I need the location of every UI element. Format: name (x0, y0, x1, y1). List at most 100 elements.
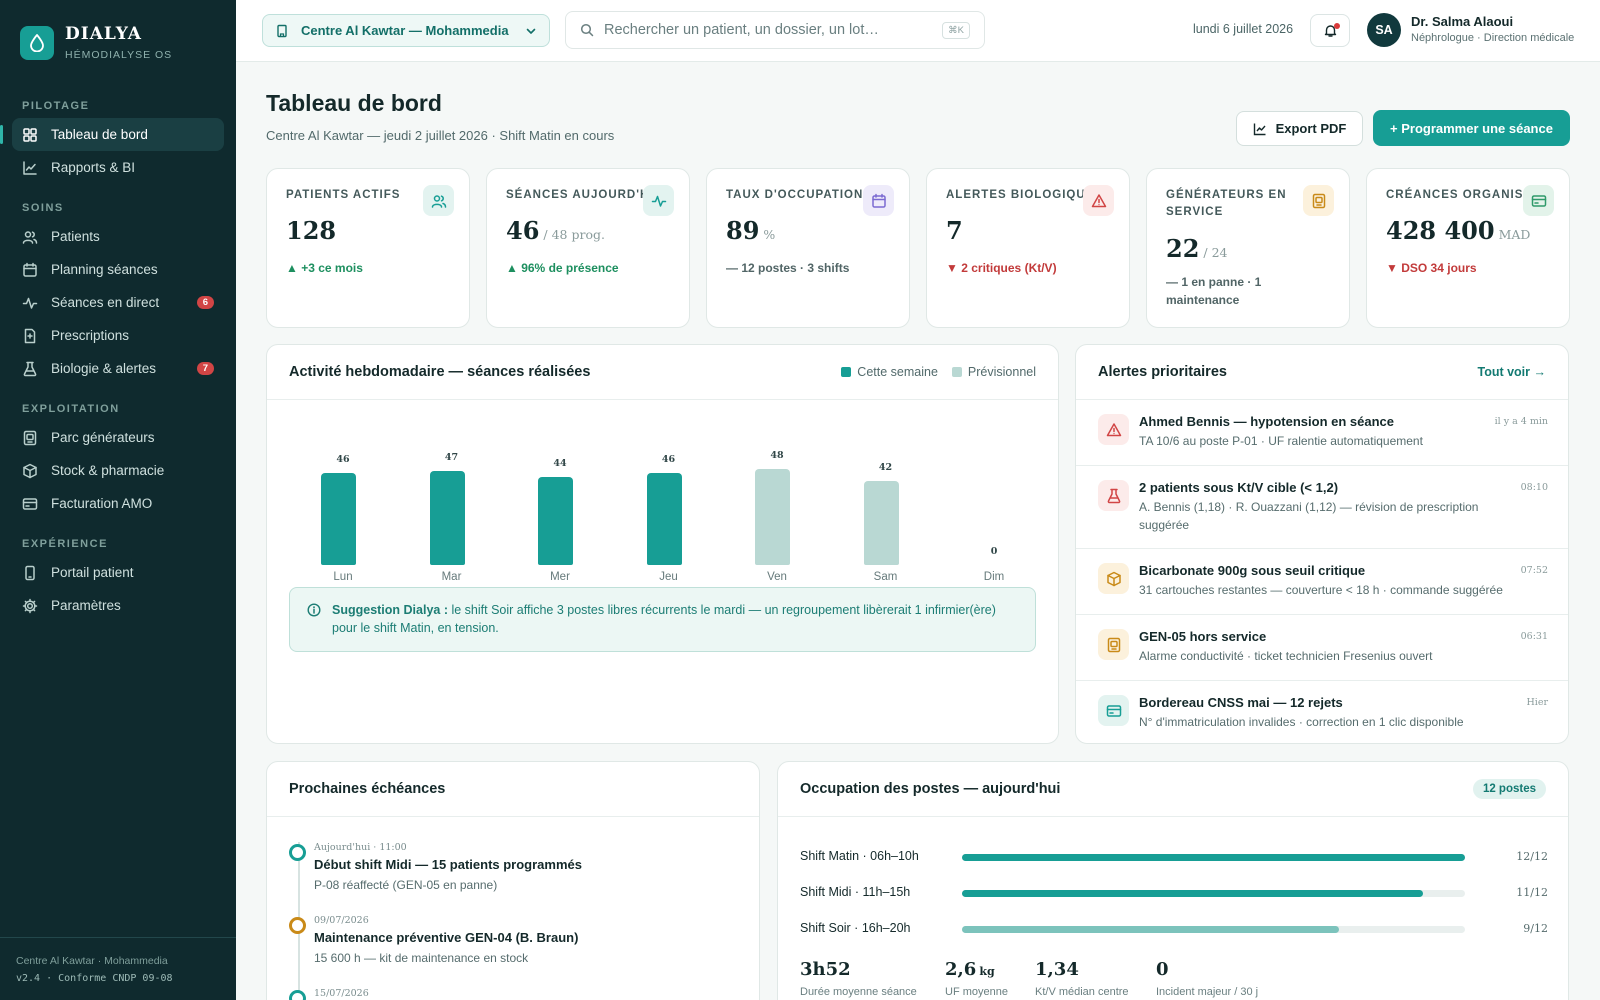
sidebar-item[interactable]: Parc générateurs (12, 421, 224, 454)
deadline-description: 15 600 h — kit de maintenance en stock (314, 951, 529, 965)
kpi-number: 128 (286, 216, 337, 245)
bar-group[interactable]: 46 Jeu (615, 412, 723, 592)
notifications-button[interactable] (1310, 14, 1350, 47)
stat-value: 2,6 kg (945, 959, 1008, 980)
legend-swatch (841, 367, 852, 377)
bar-group[interactable]: 42 Sam (832, 412, 940, 592)
chart-legend: Cette semaine Prévisionnel (841, 365, 1036, 379)
sidebar-item[interactable]: Tableau de bord (0, 118, 224, 151)
topbar: Centre Al Kawtar — Mohammedia ⌘K lundi 6… (236, 0, 1600, 62)
kpi-card[interactable]: GÉNÉRATEURS EN SERVICE 22/ 24 — 1 en panne… (1146, 168, 1350, 328)
sidebar-item-label: Prescriptions (51, 328, 130, 343)
alert-item[interactable]: Bicarbonate 900g sous seuil critique 31 c… (1076, 549, 1568, 615)
kpi-card[interactable]: TAUX D'OCCUPATION 89% — 12 postes · 3 shif… (706, 168, 910, 328)
occupancy-card: Occupation des postes — aujourd'hui 12 p… (777, 761, 1569, 1000)
nav-section-title: PILOTAGE (22, 100, 90, 112)
bar-group[interactable]: 46 Lun (289, 412, 397, 592)
bar-group[interactable]: 44 Mer (506, 412, 614, 592)
box-icon (1098, 563, 1129, 594)
timeline-dot (289, 990, 306, 1000)
flask-icon (1098, 480, 1129, 511)
legend-label: Prévisionnel (967, 365, 1036, 379)
box-icon (22, 463, 38, 479)
kpi-trend: ▲ 96% de présence (506, 261, 619, 275)
bar-group[interactable]: 47 Mar (398, 412, 506, 592)
alert-item[interactable]: Ahmed Bennis — hypotension en séance TA 1… (1076, 400, 1568, 466)
sidebar-item-label: Séances en direct (51, 295, 160, 310)
shift-label: Shift Matin · 06h–10h (800, 849, 919, 863)
occupancy-value: 9/12 (1523, 922, 1548, 935)
search-box[interactable]: ⌘K (565, 11, 985, 49)
bar (863, 481, 899, 565)
alert-title: Bordereau CNSS mai — 12 rejets (1139, 695, 1343, 710)
alert-item[interactable]: GEN-05 hors service Alarme conductivité ·… (1076, 615, 1568, 681)
bar (321, 473, 356, 565)
sidebar-item[interactable]: Séances en direct 6 (12, 286, 224, 319)
occupancy-track (962, 890, 1465, 897)
stat-number: 2,6 (945, 959, 977, 980)
sidebar-item-label: Paramètres (51, 598, 121, 613)
brand[interactable]: DIALYA HÉMODIALYSE OS (20, 24, 172, 61)
bar-data-label: 42 (878, 462, 893, 473)
stat-number: 1,34 (1035, 959, 1079, 980)
bar-category-label: Jeu (659, 571, 678, 583)
stat-number: 3h52 (800, 959, 851, 980)
sidebar-item[interactable]: Planning séances (12, 253, 224, 286)
generator-icon (1303, 185, 1334, 216)
sidebar-item[interactable]: Stock & pharmacie (12, 454, 224, 487)
kpi-label: PATIENTS ACTIFS (286, 189, 401, 201)
sidebar-item[interactable]: Patients (12, 220, 224, 253)
alert-time: 06:31 (1520, 631, 1548, 642)
search-input[interactable] (604, 22, 943, 38)
card-icon (22, 496, 38, 512)
alert-time: 08:10 (1520, 482, 1548, 493)
sidebar-item[interactable]: Rapports & BI (12, 151, 224, 184)
export-pdf-button[interactable]: Export PDF (1236, 111, 1363, 146)
sidebar-item[interactable]: Biologie & alertes 7 (12, 352, 224, 385)
building-icon (275, 24, 289, 38)
nav-section-title: SOINS (22, 202, 64, 214)
kpi-number: 89 (726, 216, 760, 245)
bar-data-label: 47 (444, 452, 459, 463)
sidebar-item[interactable]: Facturation AMO (12, 487, 224, 520)
timeline-dot (289, 844, 306, 861)
calendar-icon (863, 185, 894, 216)
user-name[interactable]: Dr. Salma Alaoui (1411, 14, 1514, 29)
occupancy-row[interactable]: Shift Soir · 16h–20h 9/12 (800, 919, 1548, 939)
avatar[interactable]: SA (1367, 13, 1401, 47)
suggestion-text: le shift Soir affiche 3 postes libres ré… (332, 603, 996, 635)
kpi-card[interactable]: ALERTES BIOLOGIQUES 7 ▼ 2 critiques (Kt/V) (926, 168, 1130, 328)
alert-description: Alarme conductivité · ticket technicien … (1139, 649, 1433, 663)
occupancy-row[interactable]: Shift Midi · 11h–15h 11/12 (800, 883, 1548, 903)
alerts-title: Alertes prioritaires (1098, 364, 1227, 380)
kpi-unit: / 48 prog. (543, 227, 605, 242)
users-icon (22, 229, 38, 245)
bar-data-label: 46 (336, 454, 350, 465)
page-subtitle: Centre Al Kawtar — jeudi 2 juillet 2026 … (266, 128, 615, 143)
kpi-unit: / 24 (1203, 245, 1228, 260)
chart-line-icon (22, 160, 38, 176)
shift-label: Shift Midi · 11h–15h (800, 885, 911, 899)
kpi-card[interactable]: PATIENTS ACTIFS 128 ▲ +3 ce mois (266, 168, 470, 328)
sidebar-item-label: Facturation AMO (51, 496, 153, 511)
kpi-label: SÉANCES AUJOURD'HUI (506, 189, 656, 201)
kpi-unit: % (763, 227, 776, 242)
suggestion-banner: Suggestion Dialya : le shift Soir affich… (289, 587, 1036, 652)
bar-group[interactable]: 48 Ven (723, 412, 831, 592)
sidebar-item[interactable]: Paramètres (12, 589, 224, 622)
alert-item[interactable]: Bordereau CNSS mai — 12 rejets N° d'immat… (1076, 681, 1568, 743)
sidebar-item-label: Stock & pharmacie (51, 463, 165, 478)
alert-item[interactable]: 2 patients sous Kt/V cible (< 1,2) A. Ben… (1076, 466, 1568, 549)
flask-icon (22, 361, 38, 377)
notification-dot (1334, 23, 1340, 29)
stat-unit: kg (979, 965, 995, 978)
sidebar-item[interactable]: Prescriptions (12, 319, 224, 352)
see-all-alerts-link[interactable]: Tout voir → (1477, 365, 1546, 379)
program-session-button[interactable]: + Programmer une séance (1373, 110, 1570, 146)
sidebar-item[interactable]: Portail patient (12, 556, 224, 589)
kpi-card[interactable]: SÉANCES AUJOURD'HUI 46/ 48 prog. ▲ 96% de … (486, 168, 690, 328)
kpi-card[interactable]: CRÉANCES ORGANISMES 428 400 MAD ▼ DSO 34 jo… (1366, 168, 1570, 328)
center-selector[interactable]: Centre Al Kawtar — Mohammedia (262, 14, 550, 47)
occupancy-row[interactable]: Shift Matin · 06h–10h 12/12 (800, 847, 1548, 867)
bar-group[interactable]: 0 Dim (940, 412, 1048, 592)
